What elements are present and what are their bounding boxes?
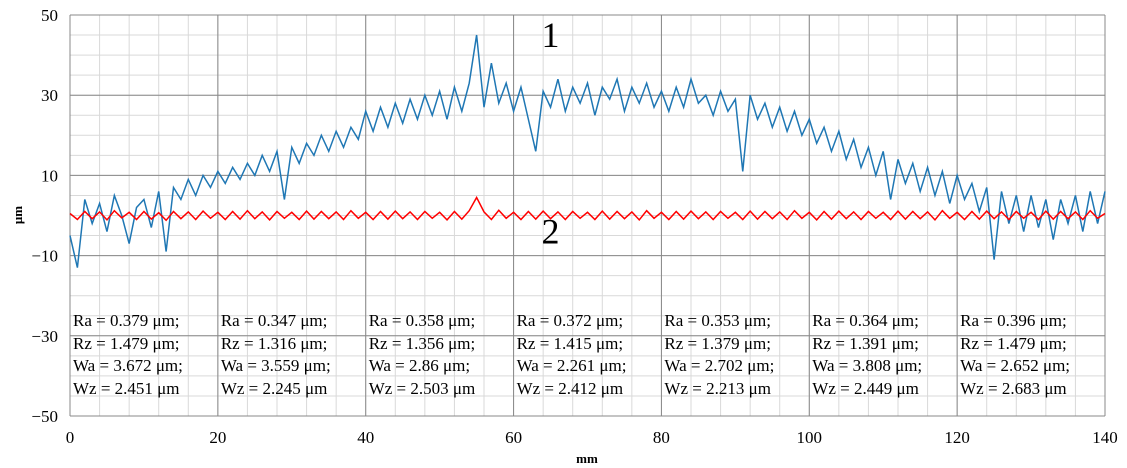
table-cell: Wz = 2.503 μm bbox=[368, 378, 476, 398]
annotations: 12 bbox=[542, 15, 560, 251]
table-cell: Wz = 2.449 μm bbox=[812, 378, 919, 398]
table-column: Ra = 0.364 μm; Rz = 1.391 μm; Wa = 3.808 μ… bbox=[809, 310, 957, 400]
table-cell: Wz = 2.451 μm bbox=[73, 378, 180, 398]
series-annotation: 2 bbox=[542, 212, 560, 252]
table-cell: Wa = 2.702 μm; bbox=[664, 356, 775, 375]
x-tick-label: 0 bbox=[66, 428, 75, 447]
x-tick-label: 140 bbox=[1092, 428, 1118, 447]
y-tick-label: −10 bbox=[31, 247, 58, 266]
table-cell: Wa = 2.86 μm; bbox=[368, 356, 471, 375]
table-cell: Wz = 2.245 μm bbox=[220, 378, 328, 398]
x-tick-label: 20 bbox=[209, 428, 226, 447]
series-line-1 bbox=[69, 34, 1106, 268]
table-column: Ra = 0.379 μm; Rz = 1.479 μm; Wa = 3.672 μ… bbox=[70, 310, 218, 400]
table-cell: Wa = 3.672 μm; bbox=[73, 356, 183, 375]
table-cell: Wz = 2.683 μm bbox=[960, 378, 1067, 398]
y-tick-label: −50 bbox=[31, 407, 58, 426]
series-line-2 bbox=[69, 195, 1106, 222]
roughness-table: Ra = 0.379 μm; Rz = 1.479 μm; Wa = 3.672 μ… bbox=[70, 310, 1105, 400]
table-cell: Wa = 2.261 μm; bbox=[516, 356, 627, 375]
table-cell: Wz = 2.213 μm bbox=[664, 378, 771, 398]
x-tick-label: 40 bbox=[357, 428, 374, 447]
x-tick-label: 80 bbox=[653, 428, 670, 447]
table-column: Ra = 0.358 μm; Rz = 1.356 μm; Wa = 2.86 μm… bbox=[366, 310, 514, 400]
y-tick-label: 10 bbox=[41, 166, 58, 185]
tick-labels: 0 20 40 60 80 100 120 140 50 30 10 −10 −30 −50 bbox=[31, 6, 1117, 447]
table-cell: Rz = 1.379 μm; bbox=[664, 333, 771, 353]
table-cell: Wa = 2.652 μm; bbox=[960, 356, 1071, 375]
series-annotation: 1 bbox=[542, 15, 560, 55]
table-cell: Ra = 0.347 μm; bbox=[220, 311, 328, 330]
table-cell: Rz = 1.391 μm; bbox=[812, 333, 919, 353]
table-cell: Wa = 3.559 μm; bbox=[220, 356, 331, 375]
grid bbox=[69, 14, 1106, 417]
x-tick-label: 100 bbox=[797, 428, 823, 447]
table-cell: Rz = 1.356 μm; bbox=[368, 333, 476, 353]
table-cell: Rz = 1.415 μm; bbox=[516, 333, 624, 353]
y-axis-label: μm bbox=[10, 206, 25, 224]
table-cell: Wz = 2.412 μm bbox=[516, 378, 624, 398]
table-cell: Rz = 1.479 μm; bbox=[73, 333, 180, 353]
table-cell: Ra = 0.372 μm; bbox=[516, 311, 624, 330]
table-column: Ra = 0.396 μm; Rz = 1.479 μm; Wa = 2.652 μ… bbox=[957, 310, 1105, 400]
y-tick-label: 50 bbox=[41, 6, 58, 25]
table-cell: Ra = 0.353 μm; bbox=[664, 311, 771, 330]
x-tick-label: 60 bbox=[505, 428, 522, 447]
table-cell: Ra = 0.364 μm; bbox=[812, 311, 919, 330]
table-column: Ra = 0.347 μm; Rz = 1.316 μm; Wa = 3.559 μ… bbox=[218, 310, 366, 400]
table-column: Ra = 0.372 μm; Rz = 1.415 μm; Wa = 2.261 μ… bbox=[514, 310, 662, 400]
y-tick-label: 30 bbox=[41, 86, 58, 105]
table-column: Ra = 0.353 μm; Rz = 1.379 μm; Wa = 2.702 μ… bbox=[661, 310, 809, 400]
table-cell: Rz = 1.316 μm; bbox=[220, 333, 328, 353]
series-lines bbox=[69, 34, 1106, 268]
y-tick-label: −30 bbox=[31, 327, 58, 346]
table-cell: Ra = 0.379 μm; bbox=[73, 311, 180, 330]
table-cell: Ra = 0.358 μm; bbox=[368, 311, 476, 330]
x-tick-label: 120 bbox=[944, 428, 970, 447]
x-axis-label: mm bbox=[576, 451, 598, 466]
table-cell: Ra = 0.396 μm; bbox=[960, 311, 1067, 330]
table-cell: Wa = 3.808 μm; bbox=[812, 356, 923, 375]
table-cell: Rz = 1.479 μm; bbox=[960, 333, 1067, 353]
